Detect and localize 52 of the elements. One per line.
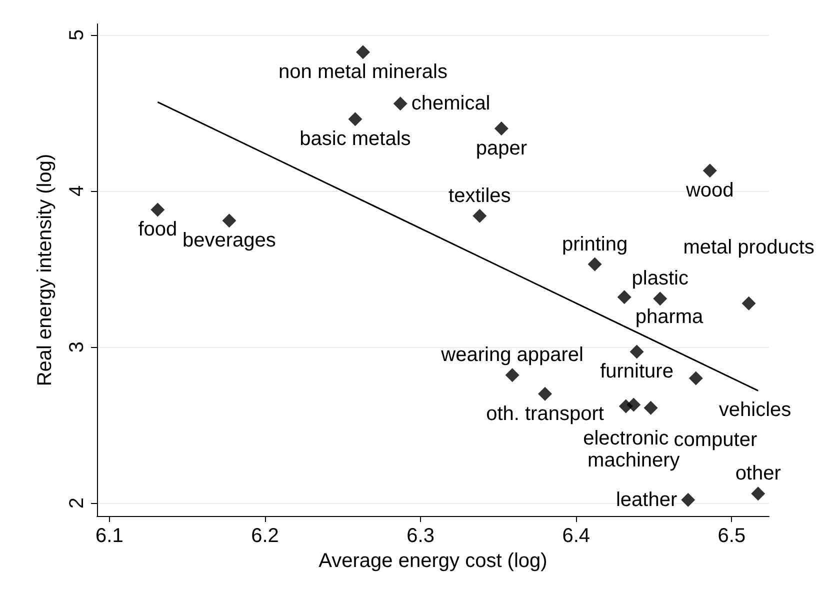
annotation: pharma — [635, 306, 704, 328]
point — [356, 45, 370, 60]
point — [348, 112, 362, 126]
point — [222, 214, 236, 228]
x-tick-label: 6.1 — [96, 525, 124, 547]
point — [626, 398, 641, 412]
point — [644, 400, 658, 415]
point — [150, 202, 165, 217]
point — [742, 296, 756, 310]
point — [538, 386, 552, 401]
point — [588, 257, 602, 272]
point — [393, 96, 408, 111]
annotation: chemical — [411, 92, 490, 115]
annotation: vehicles — [718, 399, 792, 422]
x-tick-label: 6.5 — [718, 525, 746, 547]
point — [751, 486, 766, 501]
point — [472, 208, 487, 223]
annotation: oth. transport — [486, 402, 604, 425]
x-tick-label: 6.4 — [562, 525, 590, 547]
annotation: machinery — [588, 450, 680, 472]
point — [688, 371, 703, 386]
y-tick-label: 4 — [66, 185, 88, 197]
y-tick-label: 3 — [66, 341, 88, 353]
point — [702, 164, 717, 178]
point — [681, 492, 696, 507]
annotation: metal products — [683, 236, 814, 258]
x-tick-label: 6.3 — [406, 525, 434, 547]
x-axis-title: Average energy cost (log) — [318, 550, 548, 572]
point — [617, 290, 632, 304]
annotation: wood — [684, 180, 734, 202]
annotation: basic metals — [300, 128, 411, 150]
annotation: beverages — [182, 230, 276, 252]
annotation: wearing apparel — [440, 344, 584, 366]
annotation: non metal minerals — [278, 61, 448, 84]
y-axis-title: Real energy intensity (log) — [34, 154, 56, 386]
point — [630, 344, 644, 359]
annotation: printing — [562, 233, 628, 256]
annotation: computer — [674, 428, 758, 451]
y-tick-label: 5 — [66, 29, 88, 40]
annotation: electronic — [583, 427, 669, 450]
point — [505, 368, 520, 382]
point — [653, 292, 668, 306]
annotation: textiles — [448, 184, 511, 207]
annotation: food — [138, 218, 178, 241]
y-tick-label: 2 — [66, 497, 88, 509]
annotation: plastic — [632, 268, 688, 290]
point — [494, 122, 508, 136]
annotation: leather — [616, 488, 678, 511]
annotation: furniture — [600, 360, 674, 383]
annotation: paper — [476, 138, 528, 160]
x-tick-label: 6.2 — [251, 525, 279, 547]
annotation: other — [735, 462, 782, 485]
